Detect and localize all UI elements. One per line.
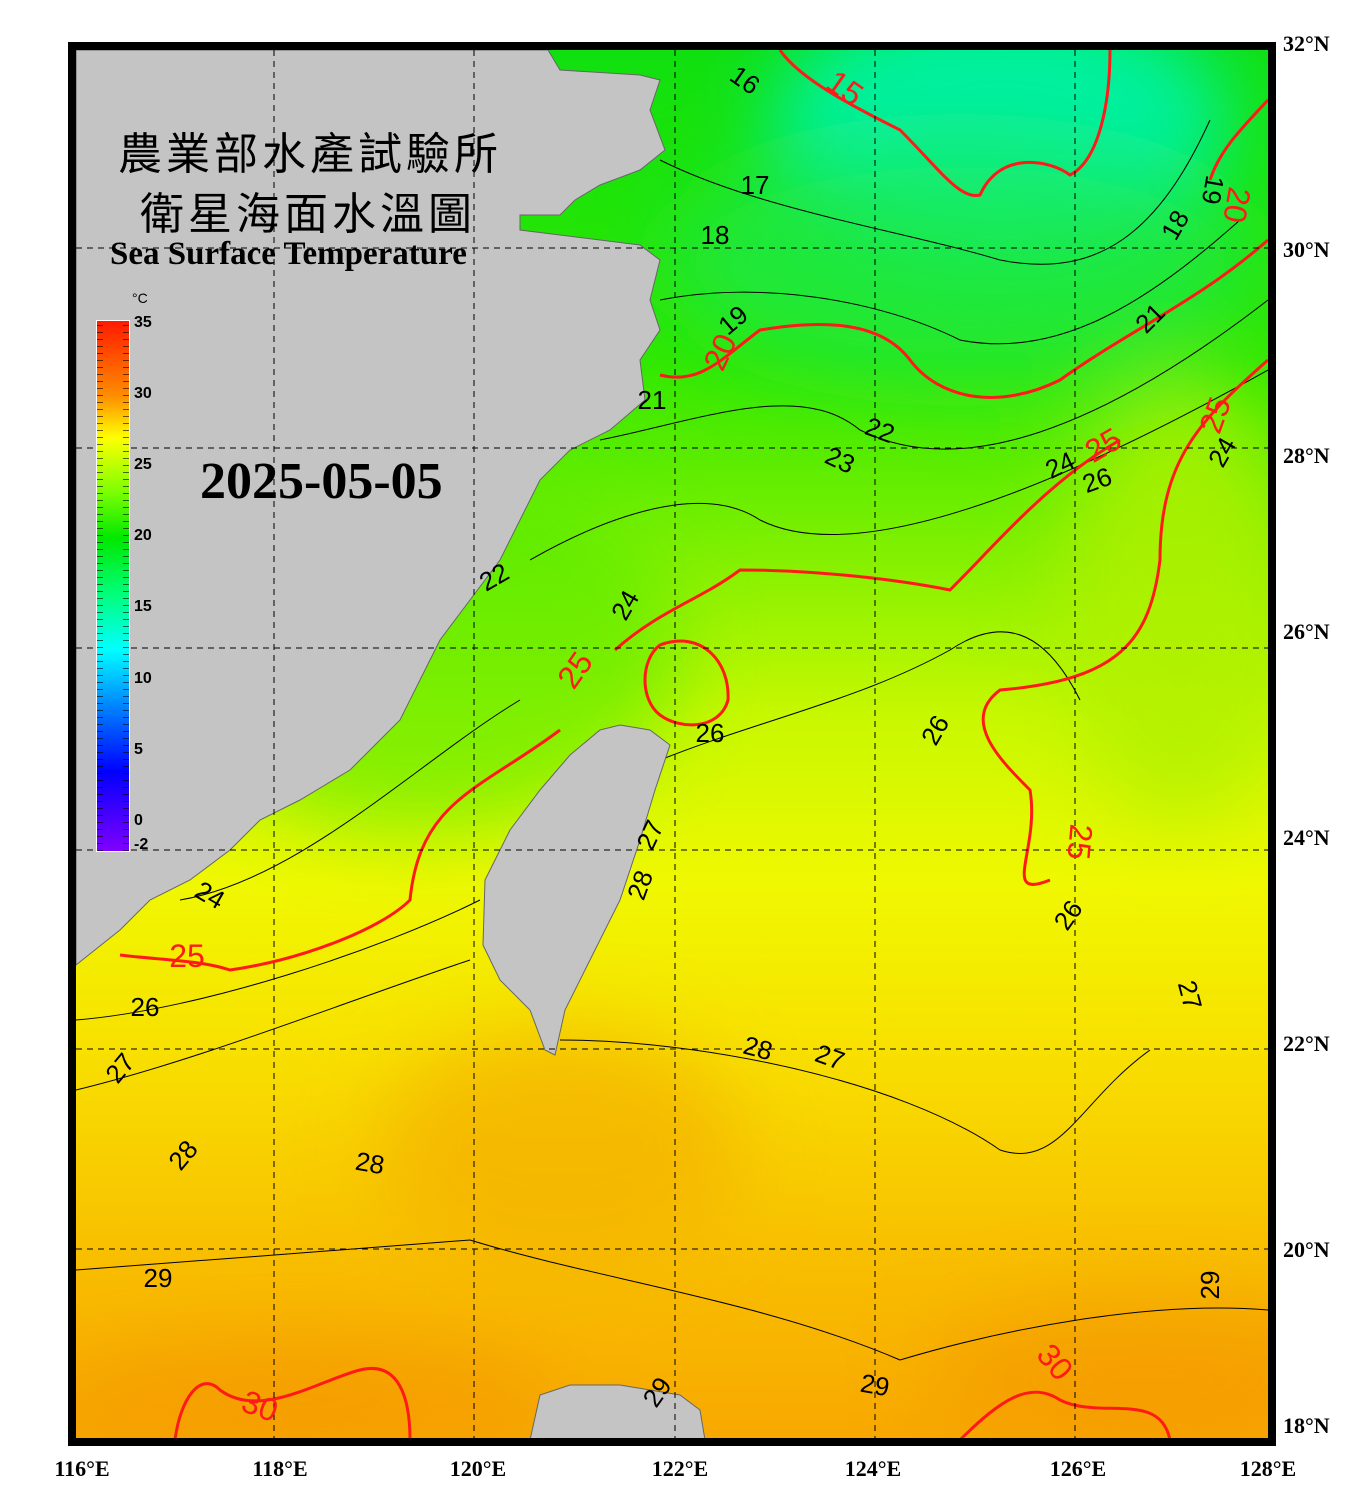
contour-label: 28 — [353, 1145, 387, 1181]
contour-label: 21 — [637, 385, 667, 415]
contour-label: 19 — [1195, 173, 1231, 207]
colorbar-unit: °C — [132, 290, 148, 306]
colorbar-tick: 20 — [134, 527, 152, 544]
contour-label: 29 — [1195, 1270, 1225, 1300]
isotherm-19 — [659, 219, 1241, 345]
colorbar-tick: 35 — [134, 314, 152, 331]
isotherm-29 — [76, 1239, 1268, 1361]
title-chinese-institute: 農業部水產試驗所 — [118, 130, 502, 179]
isotherm-24 — [529, 369, 1268, 561]
colorbar-tick: 10 — [134, 670, 152, 687]
sst-map — [76, 50, 1268, 1438]
isotherm-25 — [614, 438, 1121, 652]
land-luzon — [529, 1384, 706, 1438]
lon-label: 116°E — [54, 1456, 110, 1481]
land-taiwan — [482, 724, 671, 1056]
title-english: Sea Surface Temperature — [110, 236, 467, 272]
isotherm-22 — [599, 299, 1268, 450]
lat-label: 20°N — [1283, 1237, 1330, 1262]
contour-label: 29 — [858, 1367, 892, 1403]
map-date: 2025-05-05 — [200, 453, 443, 510]
isotherm-20 — [659, 238, 1268, 399]
isotherm-25w — [119, 728, 561, 972]
land — [76, 50, 706, 1438]
isotherm-27w — [76, 959, 471, 1091]
lat-label: 32°N — [1283, 31, 1330, 56]
colorbar-tick: 5 — [134, 741, 143, 758]
contour-label: 25 — [169, 938, 205, 974]
contour-label: 29 — [143, 1263, 173, 1293]
colorbar-tick: 15 — [134, 598, 152, 615]
lat-label: 30°N — [1283, 237, 1330, 262]
lon-label: 122°E — [651, 1456, 709, 1481]
lat-label: 26°N — [1283, 619, 1330, 644]
lat-label: 28°N — [1283, 443, 1330, 468]
isotherm-26w — [76, 899, 481, 1021]
lat-label: 18°N — [1283, 1413, 1330, 1438]
isotherm-15 — [778, 50, 1112, 198]
contour-label: 17 — [740, 170, 770, 200]
lon-label: 126°E — [1049, 1456, 1107, 1481]
contour-label: 26 — [695, 718, 725, 748]
contour-label: 26 — [130, 992, 160, 1022]
minor-isotherms — [76, 119, 1268, 1361]
isotherm-24w — [179, 699, 521, 901]
lon-label: 124°E — [844, 1456, 902, 1481]
colorbar-tick: -2 — [134, 836, 149, 853]
lat-label: 22°N — [1283, 1031, 1330, 1056]
isotherm-30e — [959, 1390, 1171, 1438]
colorbar — [96, 320, 130, 852]
colorbar-tick: 30 — [134, 385, 152, 402]
land-china — [76, 50, 666, 966]
contour-label: 25 — [1060, 822, 1100, 862]
map-frame — [68, 42, 1276, 1446]
graticule — [76, 50, 1268, 1438]
isotherm-25e — [981, 358, 1268, 886]
colorbar-tick: 25 — [134, 456, 152, 473]
colorbar-tick: 0 — [134, 812, 143, 829]
contour-label: 18 — [700, 220, 730, 250]
isotherm-25loop — [643, 639, 730, 727]
isotherm-17 — [659, 119, 1211, 265]
isotherm-28 — [559, 1039, 1151, 1154]
isotherm-20n — [1208, 98, 1268, 181]
title-chinese-map: 衛星海面水溫圖 — [140, 190, 476, 239]
major-isotherms — [119, 50, 1268, 1438]
isotherm-26 — [659, 631, 1081, 761]
isotherm-30 — [173, 1367, 412, 1438]
lon-label: 128°E — [1239, 1456, 1297, 1481]
lon-label: 118°E — [252, 1456, 308, 1481]
lon-label: 120°E — [449, 1456, 507, 1481]
lat-label: 24°N — [1283, 825, 1330, 850]
